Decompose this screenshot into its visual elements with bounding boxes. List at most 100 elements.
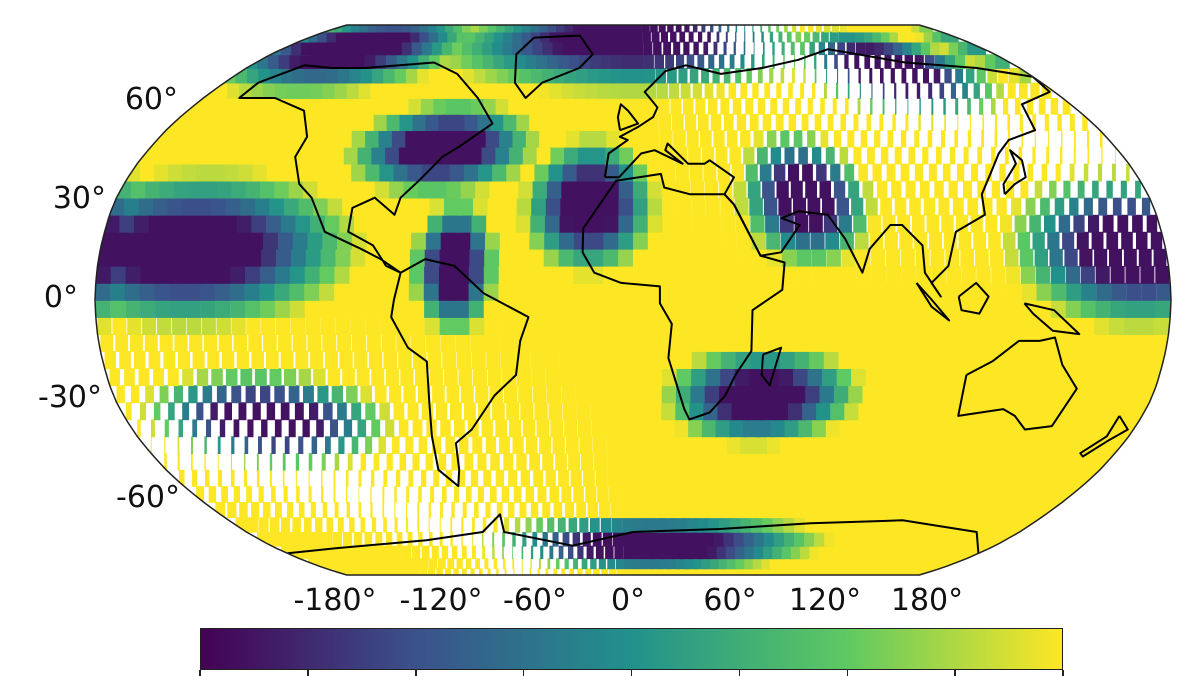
field-cell xyxy=(508,469,518,487)
field-cell xyxy=(547,25,563,33)
field-cell xyxy=(735,31,737,43)
field-cell xyxy=(673,130,686,148)
field-cell xyxy=(911,568,942,575)
field-cell xyxy=(471,351,486,369)
field-cell xyxy=(837,68,839,84)
field-cell xyxy=(735,25,738,33)
field-cell xyxy=(847,68,850,84)
field-cell xyxy=(418,532,423,547)
field-cell xyxy=(1035,300,1053,318)
field-cell xyxy=(261,419,268,438)
field-cell xyxy=(985,82,992,99)
field-cell xyxy=(751,334,768,352)
field-cell xyxy=(812,300,829,318)
field-cell xyxy=(891,180,902,199)
field-cell xyxy=(243,469,247,487)
field-cell xyxy=(289,532,302,547)
lon-label-minus-60: -60° xyxy=(503,583,567,618)
field-cell xyxy=(115,231,135,250)
field-cell xyxy=(473,197,491,216)
field-cell xyxy=(749,113,759,131)
field-cell xyxy=(588,282,604,301)
field-cell xyxy=(825,334,842,352)
field-cell xyxy=(522,419,536,438)
field-cell xyxy=(692,82,702,99)
field-cell xyxy=(680,568,694,575)
field-cell xyxy=(381,545,393,560)
field-cell xyxy=(409,317,425,335)
field-cell xyxy=(274,265,292,284)
field-cell xyxy=(900,248,915,267)
field-cell xyxy=(246,317,261,335)
field-cell xyxy=(641,568,651,575)
field-cell xyxy=(647,385,663,404)
field-cell xyxy=(707,265,723,284)
field-cell xyxy=(737,282,754,301)
field-cell xyxy=(528,317,545,335)
field-cell xyxy=(880,68,884,84)
lat-label-0: 0° xyxy=(43,280,78,315)
field-cell xyxy=(726,436,744,454)
field-cell xyxy=(319,282,336,301)
coastline-7 xyxy=(287,513,980,555)
field-cell xyxy=(489,180,507,199)
field-cell xyxy=(1155,300,1171,318)
field-cell xyxy=(464,453,474,471)
field-cell xyxy=(337,334,352,352)
field-cell xyxy=(506,402,519,421)
field-cell xyxy=(276,317,291,335)
field-cell xyxy=(284,368,297,387)
field-cell xyxy=(573,486,584,503)
field-cell xyxy=(400,368,414,387)
field-cell xyxy=(794,351,812,369)
field-cell xyxy=(550,419,564,438)
field-cell xyxy=(110,265,128,284)
field-cell xyxy=(1065,265,1081,284)
field-cell xyxy=(864,54,871,69)
field-cell xyxy=(495,146,514,165)
field-cell xyxy=(1073,351,1093,369)
field-cell xyxy=(773,402,792,421)
field-cell xyxy=(1095,265,1110,284)
field-cell xyxy=(991,282,1007,301)
field-cell xyxy=(869,68,873,84)
field-cell xyxy=(821,31,829,43)
field-cell xyxy=(489,486,497,503)
field-cell xyxy=(1054,197,1065,216)
field-cell xyxy=(912,68,918,84)
field-cell xyxy=(700,436,717,454)
field-cell xyxy=(633,113,647,131)
field-cell xyxy=(776,180,789,199)
field-cell xyxy=(529,453,540,471)
field-cell xyxy=(733,41,736,56)
field-cell xyxy=(532,385,547,404)
field-cell xyxy=(977,146,982,165)
field-cell xyxy=(644,68,656,84)
field-cell xyxy=(233,419,240,438)
colorbar xyxy=(200,628,1063,670)
field-cell xyxy=(1141,282,1157,301)
field-cell xyxy=(1123,248,1137,267)
field-cell xyxy=(816,163,827,182)
field-cell xyxy=(633,453,648,471)
field-cell xyxy=(814,113,821,131)
colorbar-tick xyxy=(738,670,741,676)
field-cell xyxy=(243,453,246,471)
field-cell xyxy=(294,402,304,421)
field-cell xyxy=(602,532,613,547)
field-cell xyxy=(442,486,447,503)
field-cell xyxy=(759,163,772,182)
field-cell xyxy=(528,282,545,301)
field-cell xyxy=(398,214,416,233)
field-cell xyxy=(514,517,521,533)
field-cell xyxy=(926,214,940,233)
field-cell xyxy=(424,248,442,267)
field-cell xyxy=(633,82,646,99)
field-cell xyxy=(356,368,370,387)
field-cell xyxy=(445,436,455,454)
field-cell xyxy=(633,568,643,575)
field-cell xyxy=(267,532,282,547)
field-cell xyxy=(412,214,431,233)
field-cell xyxy=(371,197,390,216)
